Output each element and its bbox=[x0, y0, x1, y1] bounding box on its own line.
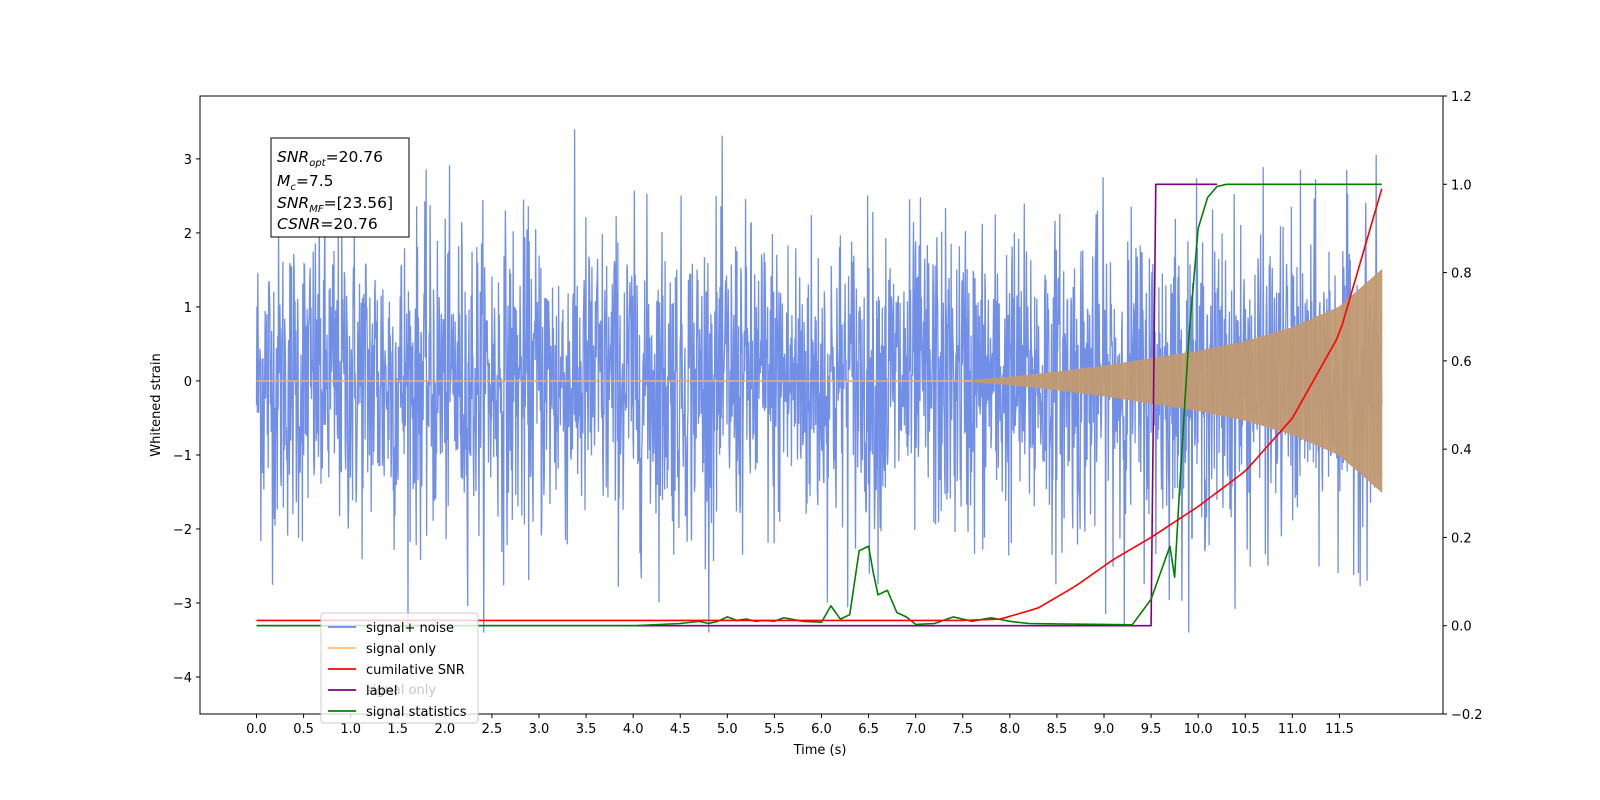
x-tick-label: 0.0 bbox=[246, 722, 267, 737]
legend-entry-label: cumilative SNR bbox=[366, 663, 465, 678]
x-tick-label: 8.0 bbox=[999, 722, 1020, 737]
legend-entry-label: signal+ noise bbox=[366, 621, 454, 636]
annotation-csnr: CSNR=20.76 bbox=[277, 215, 378, 233]
annotation-snr-mf: SNRMF=[23.56] bbox=[277, 194, 393, 215]
y-right-tick-label: 0.4 bbox=[1451, 443, 1472, 458]
y-right-tick-label: 1.2 bbox=[1451, 90, 1472, 105]
x-tick-label: 10.0 bbox=[1184, 722, 1213, 737]
x-tick-label: 4.0 bbox=[623, 722, 644, 737]
annotation-mc: Mc=7.5 bbox=[277, 172, 334, 193]
y-right-tick-label: −0.2 bbox=[1451, 708, 1483, 723]
x-tick-label: 1.5 bbox=[387, 722, 408, 737]
y-left-tick-label: 3 bbox=[184, 153, 192, 168]
y-left-tick-label: −4 bbox=[173, 671, 192, 686]
y-left-tick-label: 0 bbox=[184, 375, 192, 390]
legend-entry-label: signal statistics bbox=[366, 705, 467, 720]
legend-hidden-text: signal only bbox=[366, 683, 436, 698]
y-left-tick-label: 2 bbox=[184, 227, 192, 242]
y-axis-left: −4 −3 −2 −1 0 1 2 3 bbox=[173, 153, 200, 686]
x-axis-label: Time (s) bbox=[793, 743, 847, 758]
x-tick-label: 2.5 bbox=[482, 722, 503, 737]
y-axis-label: Whitened strain bbox=[149, 353, 164, 456]
x-tick-label: 4.5 bbox=[670, 722, 691, 737]
x-tick-label: 9.0 bbox=[1094, 722, 1115, 737]
x-tick-label: 0.5 bbox=[293, 722, 314, 737]
x-tick-label: 8.5 bbox=[1047, 722, 1068, 737]
x-tick-label: 9.5 bbox=[1141, 722, 1162, 737]
series-layer bbox=[255, 129, 1383, 633]
x-tick-label: 7.5 bbox=[952, 722, 973, 737]
x-tick-label: 1.0 bbox=[340, 722, 361, 737]
x-tick-label: 2.0 bbox=[434, 722, 455, 737]
y-axis-right: −0.2 0.0 0.2 0.4 0.6 0.8 1.0 1.2 bbox=[1443, 90, 1483, 723]
annotation-snr-opt: SNRopt=20.76 bbox=[277, 148, 383, 169]
y-right-tick-label: 0.0 bbox=[1451, 620, 1472, 635]
x-tick-label: 7.0 bbox=[905, 722, 926, 737]
x-axis: 0.0 0.5 1.0 1.5 2.0 2.5 3.0 3.5 4.0 4.5 5.0 5.5 6.0 6… bbox=[246, 714, 1354, 737]
legend-entry-label: signal only bbox=[366, 642, 436, 657]
y-right-tick-label: 1.0 bbox=[1451, 178, 1472, 193]
x-tick-label: 10.5 bbox=[1231, 722, 1260, 737]
x-tick-label: 3.5 bbox=[576, 722, 597, 737]
y-right-tick-label: 0.2 bbox=[1451, 531, 1472, 546]
y-left-tick-label: −3 bbox=[173, 597, 192, 612]
y-left-tick-label: −1 bbox=[173, 449, 192, 464]
x-tick-label: 6.0 bbox=[811, 722, 832, 737]
x-tick-label: 3.0 bbox=[529, 722, 550, 737]
x-tick-label: 11.0 bbox=[1278, 722, 1307, 737]
x-tick-label: 6.5 bbox=[858, 722, 879, 737]
x-tick-label: 11.5 bbox=[1325, 722, 1354, 737]
x-tick-label: 5.0 bbox=[717, 722, 738, 737]
y-right-tick-label: 0.6 bbox=[1451, 355, 1472, 370]
legend-entry-label: label bbox=[366, 684, 397, 699]
y-right-tick-label: 0.8 bbox=[1451, 267, 1472, 282]
x-tick-label: 5.5 bbox=[764, 722, 785, 737]
annotation-box: SNRopt=20.76 Mc=7.5 SNRMF=[23.56] CSNR=2… bbox=[270, 137, 410, 238]
legend: signal only signal+ noise signal only cumi… bbox=[320, 612, 479, 724]
y-left-tick-label: 1 bbox=[184, 301, 192, 316]
series-label bbox=[256, 183, 1217, 627]
y-left-tick-label: −2 bbox=[173, 523, 192, 538]
